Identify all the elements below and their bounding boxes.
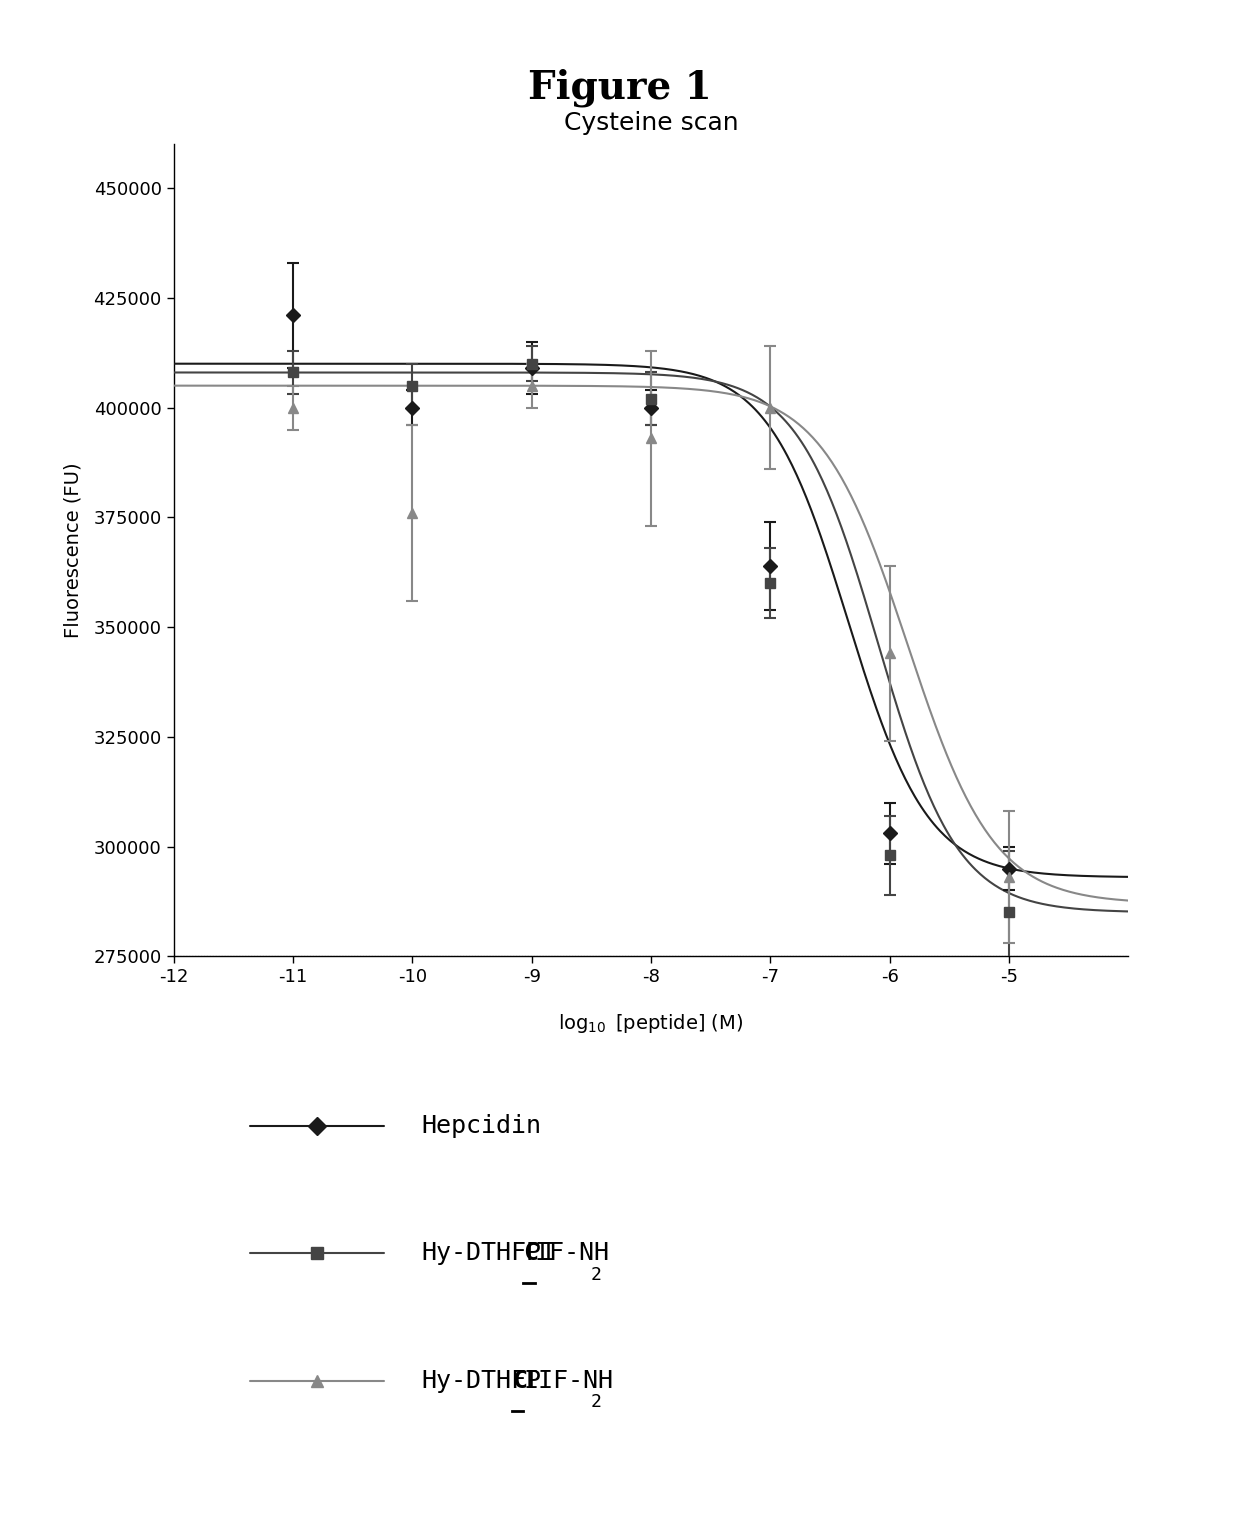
Text: Hy-DTHFPI: Hy-DTHFPI	[422, 1242, 557, 1266]
Y-axis label: Fluorescence (FU): Fluorescence (FU)	[63, 463, 82, 638]
Text: C: C	[523, 1242, 538, 1266]
Text: Hepcidin: Hepcidin	[422, 1114, 542, 1138]
Text: 2: 2	[590, 1394, 601, 1412]
Text: Figure 1: Figure 1	[528, 68, 712, 106]
Title: Cysteine scan: Cysteine scan	[564, 111, 738, 135]
Text: IIF-NH: IIF-NH	[523, 1369, 614, 1394]
Text: C: C	[512, 1369, 527, 1394]
Text: Hy-DTHFP: Hy-DTHFP	[422, 1369, 542, 1394]
Text: $\log_{10}$ [peptide] (M): $\log_{10}$ [peptide] (M)	[558, 1013, 744, 1035]
Text: 2: 2	[590, 1266, 601, 1284]
Text: IF-NH: IF-NH	[534, 1242, 610, 1266]
